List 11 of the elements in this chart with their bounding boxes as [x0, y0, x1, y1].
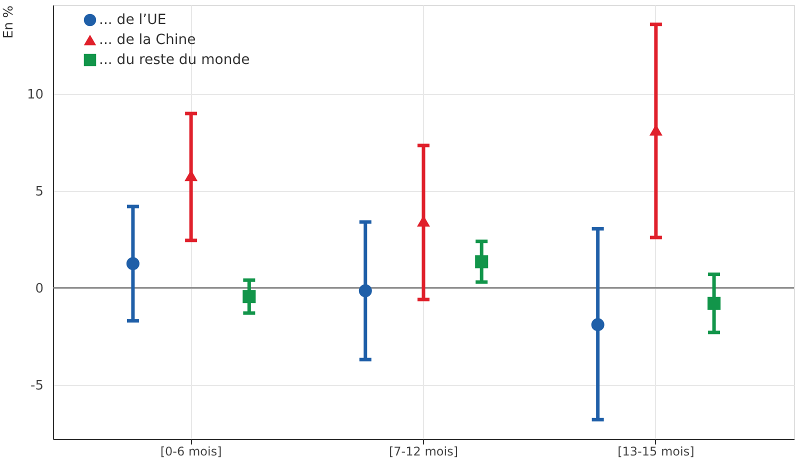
- legend-label: ... de l’UE: [99, 12, 166, 28]
- x-tick-label: [7-12 mois]: [388, 444, 458, 458]
- y-tick-label: -5: [30, 378, 44, 394]
- legend-label: ... du reste du monde: [99, 52, 250, 68]
- x-tick-label: [0-6 mois]: [160, 444, 222, 458]
- y-tick-label: 5: [35, 184, 44, 200]
- legend-label: ... de la Chine: [99, 32, 196, 48]
- x-tick-label: [13-15 mois]: [618, 444, 694, 458]
- y-axis-title: En %: [2, 6, 16, 38]
- y-tick-label: 0: [35, 281, 44, 296]
- y-tick-label: 10: [26, 88, 44, 103]
